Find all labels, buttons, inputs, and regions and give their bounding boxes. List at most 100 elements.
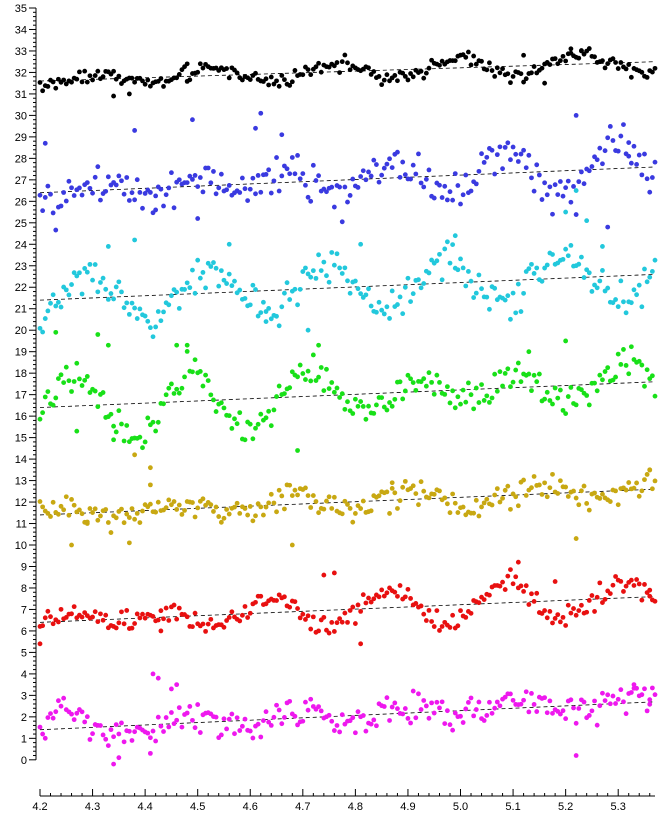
data-point [213,714,219,720]
data-point [366,65,371,71]
data-point [639,597,645,603]
data-point [166,185,172,191]
data-point [481,160,487,165]
data-point [497,144,503,150]
data-point [253,287,258,292]
data-point [487,699,492,705]
data-point [279,132,285,138]
data-point [368,721,374,727]
data-point [526,709,532,715]
data-point [337,616,343,621]
data-point [95,332,101,337]
data-point [40,504,46,510]
data-point [279,173,285,179]
data-point [274,78,279,84]
data-point [337,729,343,735]
data-point [579,169,584,175]
data-point [426,167,432,173]
data-point [421,611,427,617]
data-point [316,342,321,348]
data-point [226,241,232,247]
data-point [568,385,574,390]
data-point [261,718,266,723]
x-tick-label: 5.1 [505,801,520,813]
data-point [552,385,558,391]
data-point [500,66,505,72]
data-point [597,580,603,586]
data-point [195,505,201,511]
data-point [268,723,274,728]
data-point [87,390,93,395]
data-point [563,716,569,722]
data-point [392,700,398,706]
data-point [42,195,48,200]
data-point [226,271,232,277]
data-point [45,308,51,314]
data-point [184,280,190,286]
data-point [350,519,356,525]
y-tick-label: 27 [15,175,27,187]
data-point [266,167,272,173]
data-point [521,697,526,703]
data-point [395,506,400,511]
data-point [200,383,206,389]
data-point [644,75,650,80]
data-point [429,379,434,385]
data-point [84,79,90,85]
data-point [66,178,72,184]
data-point [226,614,232,620]
data-point [552,616,558,621]
data-point [392,589,398,595]
data-point [263,319,269,325]
data-point [174,616,180,622]
data-point [431,195,437,201]
data-point [389,288,395,294]
data-point [153,509,159,515]
data-point [452,405,458,411]
data-point [589,289,595,294]
data-point [450,242,456,248]
data-point [463,172,469,178]
data-point [287,83,293,88]
data-point [502,144,508,150]
data-point [397,498,403,504]
data-point [161,84,166,89]
data-point [119,506,124,512]
data-point [208,180,214,186]
data-point [274,598,279,603]
data-point [368,303,374,309]
data-point [518,701,524,707]
data-point [402,478,408,484]
data-point [208,264,214,269]
data-point [79,79,85,85]
data-point [69,389,74,394]
data-point [652,692,658,698]
data-point [536,371,542,377]
data-point [56,619,61,625]
data-point [69,79,74,85]
data-point [642,477,647,483]
data-point [368,173,374,179]
data-point [642,383,647,389]
data-point [521,79,526,85]
data-point [318,708,324,714]
data-point [339,219,345,225]
data-point [108,291,114,296]
data-point [576,608,582,614]
data-point [50,79,56,85]
data-point [316,510,321,516]
data-point [216,514,222,519]
data-point [450,727,456,733]
data-point [568,697,574,703]
data-point [66,378,72,384]
data-point [300,718,306,724]
data-point [618,687,624,693]
data-point [439,277,445,283]
data-point [192,290,198,296]
data-point [190,624,195,630]
data-point [531,64,537,69]
data-point [492,285,498,291]
data-point [176,72,182,77]
data-point [40,623,46,629]
data-point [126,439,132,445]
